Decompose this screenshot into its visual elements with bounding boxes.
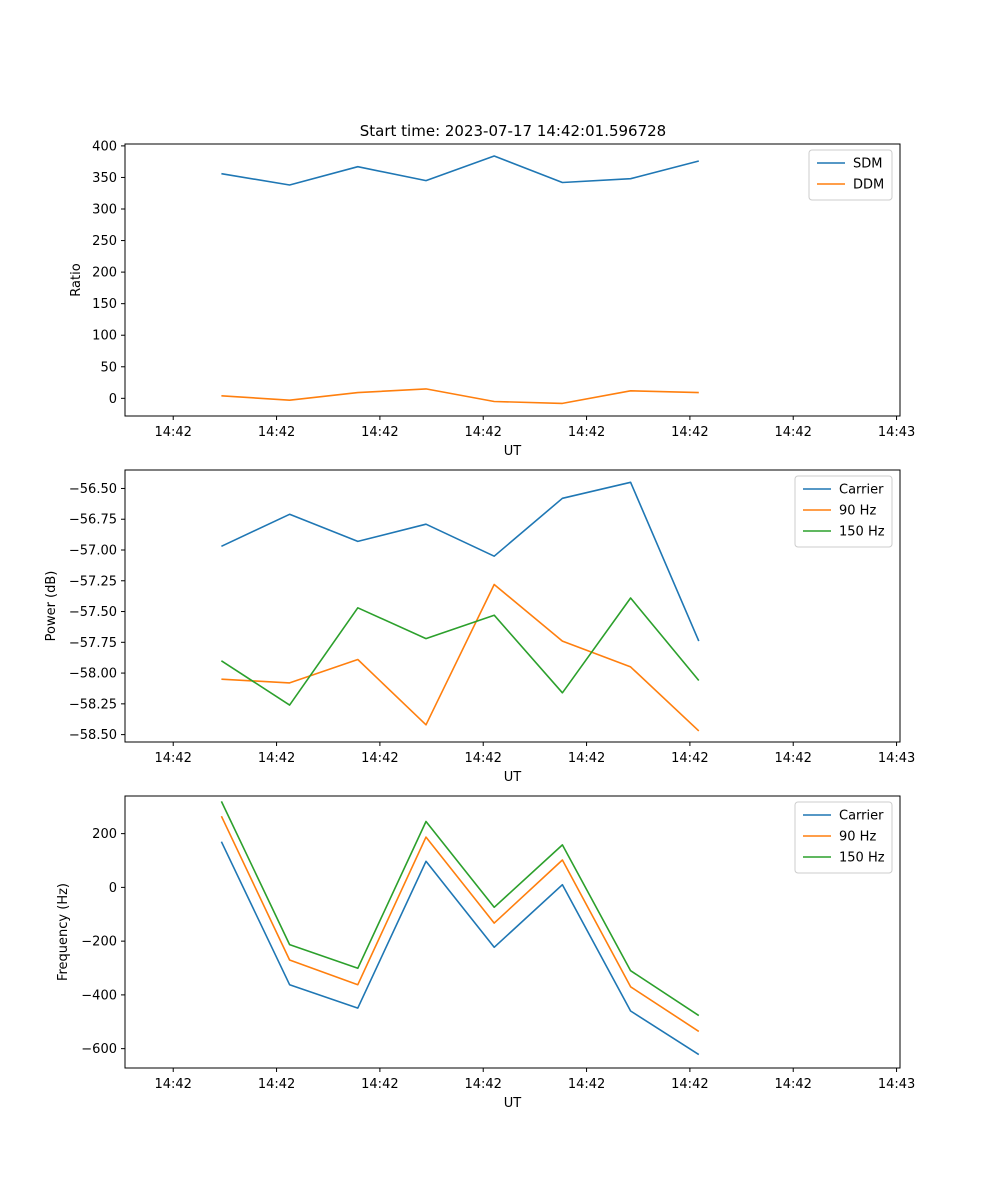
y-tick-label: 300 xyxy=(92,203,117,218)
series-line-90-hz xyxy=(220,815,700,1033)
legend-box xyxy=(794,475,893,548)
chart-panel-2: 14:42 14:42 14:42 14:42 14:42 14:42 14:42 14:43… xyxy=(44,469,915,785)
y-axis-label: Power (dB) xyxy=(44,571,59,642)
y-tick-label: −58.00 xyxy=(69,667,117,682)
x-tick-label: 14:42 xyxy=(361,1077,398,1092)
x-tick-label: 14:42 xyxy=(774,1077,811,1092)
x-tick-label: 14:42 xyxy=(774,425,811,440)
y-tick-label: 50 xyxy=(100,360,117,375)
y-tick-label: 0 xyxy=(109,392,117,407)
y-tick-label: 250 xyxy=(92,234,117,249)
y-tick-label: 400 xyxy=(92,139,117,154)
x-tick-label: 14:42 xyxy=(258,425,295,440)
legend-label: Carrier xyxy=(839,483,884,498)
series-line-90-hz xyxy=(221,583,700,732)
y-tick-label: −57.25 xyxy=(69,574,117,589)
x-tick-label: 14:42 xyxy=(258,1077,295,1092)
x-tick-label: 14:42 xyxy=(671,1077,708,1092)
x-tick-label: 14:43 xyxy=(878,425,915,440)
x-tick-label: 14:42 xyxy=(154,751,191,766)
axes-frame xyxy=(124,469,901,743)
legend: Carrier 90 Hz 150 Hz xyxy=(794,475,893,548)
x-tick-label: 14:42 xyxy=(774,751,811,766)
x-axis-label: UT xyxy=(504,1096,522,1111)
series-line-carrier xyxy=(221,481,700,642)
x-tick-label: 14:42 xyxy=(671,425,708,440)
y-tick-label: −58.25 xyxy=(69,697,117,712)
legend-label: Carrier xyxy=(839,809,884,824)
x-tick-label: 14:42 xyxy=(154,1077,191,1092)
legend-label: SDM xyxy=(853,157,882,172)
y-tick-label: −57.75 xyxy=(69,636,117,651)
y-tick-label: 200 xyxy=(92,266,117,281)
axes-frame xyxy=(124,795,901,1069)
axes-frame xyxy=(124,143,901,417)
x-tick-label: 14:42 xyxy=(361,425,398,440)
x-tick-label: 14:42 xyxy=(258,751,295,766)
y-tick-label: −57.00 xyxy=(69,544,117,559)
series-line-carrier xyxy=(220,841,700,1056)
x-tick-label: 14:42 xyxy=(464,1077,501,1092)
legend-label: DDM xyxy=(853,178,884,193)
x-tick-label: 14:43 xyxy=(878,1077,915,1092)
y-tick-label: −56.75 xyxy=(69,513,117,528)
y-tick-label: 350 xyxy=(92,171,117,186)
y-tick-label: −400 xyxy=(81,988,117,1003)
y-tick-label: −58.50 xyxy=(69,728,117,743)
legend-label: 150 Hz xyxy=(839,525,885,540)
y-axis-label: Frequency (Hz) xyxy=(56,883,71,981)
series-line-150-hz xyxy=(220,597,700,706)
x-tick-label: 14:42 xyxy=(464,751,501,766)
y-tick-label: 100 xyxy=(92,329,117,344)
series-line-sdm xyxy=(221,155,700,186)
x-axis-label: UT xyxy=(504,770,522,785)
y-axis-label: Ratio xyxy=(69,263,84,296)
x-tick-label: 14:42 xyxy=(464,425,501,440)
y-tick-label: 150 xyxy=(92,297,117,312)
x-tick-label: 14:42 xyxy=(568,1077,605,1092)
legend: SDM DDM xyxy=(808,149,893,201)
x-tick-label: 14:42 xyxy=(154,425,191,440)
legend-label: 150 Hz xyxy=(839,851,885,866)
x-tick-label: 14:42 xyxy=(568,751,605,766)
legend-label: 90 Hz xyxy=(839,830,876,845)
x-axis-label: UT xyxy=(504,444,522,459)
y-tick-label: 200 xyxy=(92,827,117,842)
y-tick-label: −600 xyxy=(81,1042,117,1057)
y-tick-label: 0 xyxy=(109,881,117,896)
chart-panel-1: 14:42 14:42 14:42 14:42 14:42 14:42 14:42 14:43… xyxy=(69,139,915,459)
legend-box xyxy=(794,801,893,874)
legend-label: 90 Hz xyxy=(839,504,876,519)
x-tick-label: 14:42 xyxy=(361,751,398,766)
x-tick-label: 14:42 xyxy=(568,425,605,440)
y-tick-label: −200 xyxy=(81,935,117,950)
y-tick-label: −57.50 xyxy=(69,605,117,620)
figure-title: Start time: 2023-07-17 14:42:01.596728 xyxy=(360,122,666,140)
series-line-ddm xyxy=(221,388,699,405)
chart-panel-3: 14:42 14:42 14:42 14:42 14:42 14:42 14:42 14:43… xyxy=(56,795,915,1111)
y-tick-label: −56.50 xyxy=(69,482,117,497)
x-tick-label: 14:42 xyxy=(671,751,708,766)
x-tick-label: 14:43 xyxy=(878,751,915,766)
legend: Carrier 90 Hz 150 Hz xyxy=(794,801,893,874)
series-line-150-hz xyxy=(220,801,700,1017)
